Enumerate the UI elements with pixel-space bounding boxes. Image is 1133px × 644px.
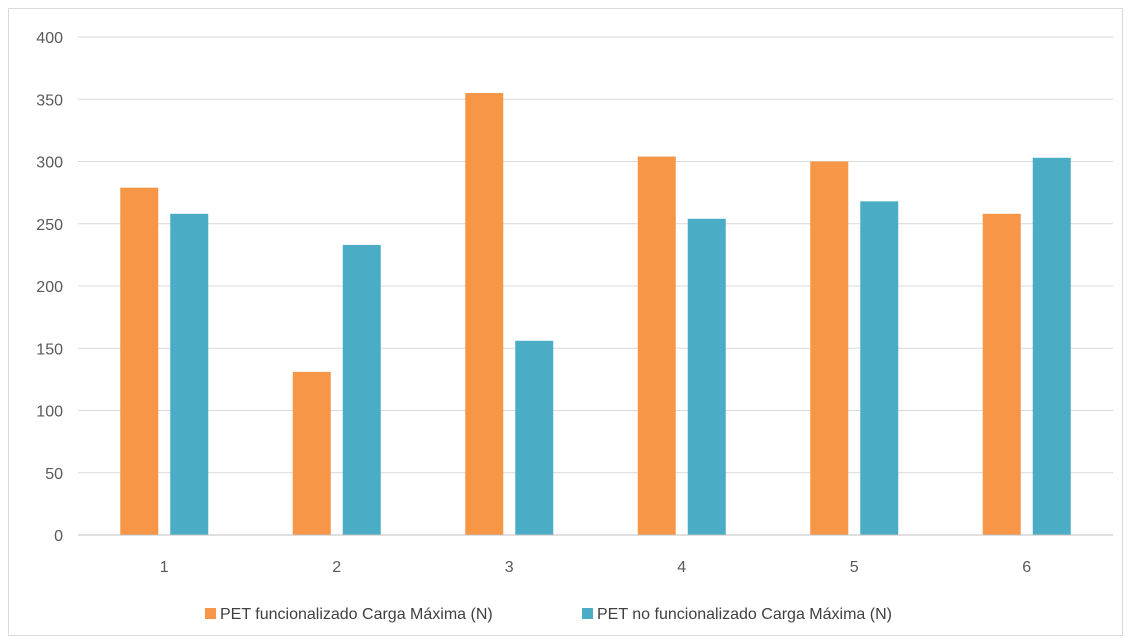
bar-series-2-cat-2 [342, 244, 381, 536]
bar-series-1-cat-3 [465, 93, 504, 536]
y-tick-label: 300 [36, 155, 63, 172]
y-tick-label: 350 [36, 92, 63, 109]
legend-label-series-2: PET no funcionalizado Carga Máxima (N) [597, 606, 892, 623]
x-tick-label: 5 [850, 559, 859, 576]
x-axis-tick-labels: 1 2 3 4 5 6 [160, 559, 1032, 576]
legend-label-series-1: PET funcionalizado Carga Máxima (N) [220, 606, 493, 623]
bar-series-2-cat-1 [170, 213, 209, 536]
x-tick-label: 3 [505, 559, 514, 576]
y-tick-label: 250 [36, 217, 63, 234]
x-tick-label: 6 [1022, 559, 1031, 576]
y-axis-tick-labels: 0 50 100 150 200 250 300 350 400 [36, 30, 63, 545]
bar-series-1-cat-5 [810, 161, 849, 535]
x-tick-label: 1 [160, 559, 169, 576]
bar-series-1-cat-2 [292, 371, 331, 535]
bar-series-2-cat-5 [860, 201, 899, 535]
legend: PET funcionalizado Carga Máxima (N) PET … [205, 606, 892, 623]
legend-item-series-2[interactable]: PET no funcionalizado Carga Máxima (N) [582, 606, 892, 623]
bar-series-1-cat-4 [637, 156, 676, 535]
bar-series-2-cat-3 [515, 340, 554, 535]
x-tick-label: 2 [332, 559, 341, 576]
y-tick-label: 0 [54, 528, 63, 545]
legend-swatch-series-2 [582, 608, 593, 619]
y-tick-label: 150 [36, 341, 63, 358]
x-tick-label: 4 [677, 559, 686, 576]
y-tick-label: 200 [36, 279, 63, 296]
bar-series-2-cat-6 [1032, 157, 1071, 535]
legend-swatch-series-1 [205, 608, 216, 619]
legend-item-series-1[interactable]: PET funcionalizado Carga Máxima (N) [205, 606, 493, 623]
y-tick-label: 50 [45, 466, 63, 483]
bar-series-1-cat-6 [982, 213, 1021, 536]
bar-series-2-cat-4 [687, 218, 726, 535]
y-tick-label: 100 [36, 404, 63, 421]
bar-series-1-cat-1 [120, 187, 159, 535]
y-tick-label: 400 [36, 30, 63, 47]
gridlines [78, 36, 1113, 474]
bars [120, 93, 1071, 536]
